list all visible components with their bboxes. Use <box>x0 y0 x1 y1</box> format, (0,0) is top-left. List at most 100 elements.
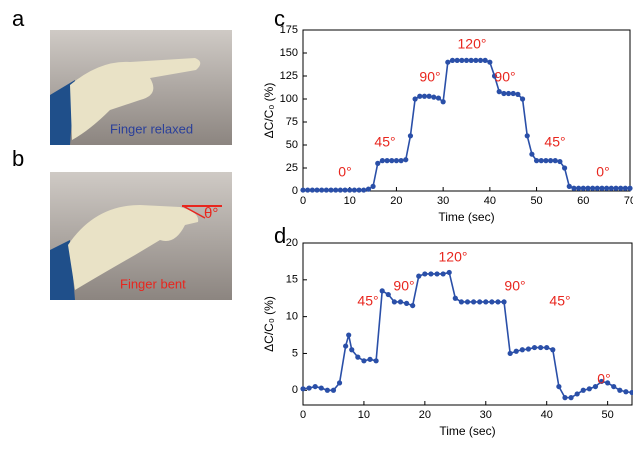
data-point <box>431 94 437 100</box>
data-point <box>576 185 582 191</box>
data-point <box>562 165 568 171</box>
data-point <box>435 95 442 101</box>
x-tick-label: 0 <box>300 409 306 421</box>
x-tick-label: 30 <box>437 195 449 207</box>
plot-frame <box>302 29 631 192</box>
data-point <box>412 96 418 102</box>
data-point <box>529 151 535 157</box>
data-point <box>391 299 397 305</box>
y-tick-label: 25 <box>286 162 298 174</box>
data-point <box>556 383 562 390</box>
data-point <box>342 187 348 193</box>
x-tick-label: 50 <box>530 195 542 207</box>
data-point <box>571 185 577 191</box>
x-tick-label: 70 <box>624 195 633 207</box>
y-tick-label: 150 <box>280 47 298 59</box>
data-point <box>513 348 519 354</box>
data-point <box>330 387 337 393</box>
data-point <box>487 59 493 65</box>
data-point <box>477 299 483 305</box>
data-point <box>525 346 532 352</box>
data-line <box>302 271 633 399</box>
data-point <box>349 347 355 353</box>
x-tick-label: 20 <box>390 195 402 207</box>
data-point <box>393 158 400 164</box>
data-point <box>566 183 572 189</box>
data-point <box>305 187 311 193</box>
photo-caption: Finger relaxed <box>110 121 193 136</box>
data-point <box>389 158 395 164</box>
photo-relaxed: Finger relaxed <box>50 30 232 145</box>
data-point <box>495 299 501 305</box>
data-point <box>416 273 422 279</box>
data-point <box>426 93 432 99</box>
data-point <box>613 185 619 191</box>
data-line <box>303 59 630 191</box>
data-point <box>337 187 343 193</box>
data-point <box>505 90 512 97</box>
data-point <box>417 93 423 99</box>
data-point <box>351 187 357 193</box>
data-point <box>605 380 611 386</box>
data-point <box>623 389 629 395</box>
y-axis-label: ΔC/C₀ (%) <box>262 296 276 352</box>
data-point <box>361 358 367 364</box>
data-point <box>398 158 404 164</box>
data-point <box>379 158 386 164</box>
y-tick-label: 50 <box>286 139 298 151</box>
photo-caption: Finger bent <box>120 276 186 291</box>
data-point <box>440 99 446 105</box>
data-point <box>473 57 479 63</box>
data-point <box>397 299 404 305</box>
x-tick-label: 0 <box>300 195 306 207</box>
data-point <box>422 271 428 277</box>
y-tick-label: 75 <box>286 116 298 128</box>
data-point <box>510 90 516 97</box>
data-point <box>356 187 362 193</box>
panel-label: a <box>12 6 25 31</box>
data-point <box>629 389 633 396</box>
data-point <box>496 89 502 95</box>
data-point <box>464 299 471 305</box>
data-point <box>385 291 391 298</box>
panel-label: b <box>12 146 24 171</box>
data-point <box>489 299 495 305</box>
data-point <box>407 133 414 139</box>
data-point <box>599 185 605 191</box>
y-axis-label: ΔC/C₀ (%) <box>262 83 276 139</box>
data-point <box>452 295 458 301</box>
annotation: 0° <box>596 164 609 180</box>
data-point <box>574 391 580 397</box>
data-point <box>627 185 633 191</box>
data-point <box>617 387 623 393</box>
annotation: 120° <box>458 36 487 52</box>
data-point <box>598 378 605 385</box>
annotation: 0° <box>338 164 351 180</box>
data-point <box>622 185 628 191</box>
data-point <box>519 347 525 353</box>
data-point <box>590 185 596 191</box>
data-point <box>501 299 507 305</box>
data-point <box>568 395 574 401</box>
data-point <box>375 160 381 166</box>
annotation: 0° <box>597 371 610 387</box>
data-point <box>543 158 549 164</box>
annotation: 45° <box>544 134 565 150</box>
data-point <box>318 385 324 391</box>
data-point <box>482 57 488 63</box>
data-point <box>459 57 465 63</box>
photo-bent: θ° Finger bent <box>50 172 232 300</box>
data-point <box>403 157 409 163</box>
y-tick-label: 125 <box>280 70 298 82</box>
data-point <box>365 186 371 192</box>
data-point <box>309 187 315 193</box>
y-tick-label: 0 <box>292 185 298 197</box>
data-point <box>580 185 586 191</box>
data-point <box>538 158 544 164</box>
y-tick-label: 175 <box>280 24 298 36</box>
data-point <box>592 383 599 390</box>
data-point <box>586 386 592 392</box>
data-point <box>580 387 586 393</box>
y-tick-label: 0 <box>292 384 298 396</box>
